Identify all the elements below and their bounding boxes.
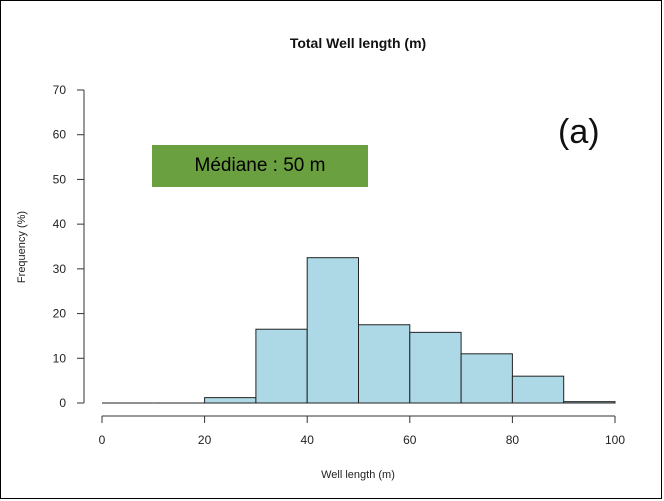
histogram-bar [563,401,616,404]
y-tick-label: 60 [53,128,67,142]
y-tick-label: 70 [53,83,67,97]
histogram-bar [255,328,308,404]
histogram-bar [460,353,513,404]
x-tick-label: 100 [605,433,625,447]
x-axis-label: Well length (m) [321,469,395,481]
histogram-bar [204,397,257,404]
histogram-bar [409,331,462,404]
histogram-bar [306,257,360,404]
x-tick-label: 40 [301,433,315,447]
y-tick-label: 30 [53,262,67,276]
median-annotation: Médiane : 50 m [152,145,368,187]
y-tick-label: 20 [53,307,67,321]
y-tick-label: 40 [53,217,67,231]
y-tick-label: 0 [59,396,66,410]
histogram-bar [358,324,411,404]
x-tick-label: 80 [506,433,520,447]
x-tick-label: 0 [99,433,106,447]
y-tick-label: 10 [53,351,67,365]
panel-label: (a) [558,113,600,151]
x-tick-label: 60 [403,433,417,447]
x-tick-label: 20 [198,433,212,447]
chart-title: Total Well length (m) [290,35,426,51]
y-axis-label: Frequency (%) [16,211,28,283]
y-tick-label: 50 [53,172,67,186]
histogram-bar [511,375,565,404]
